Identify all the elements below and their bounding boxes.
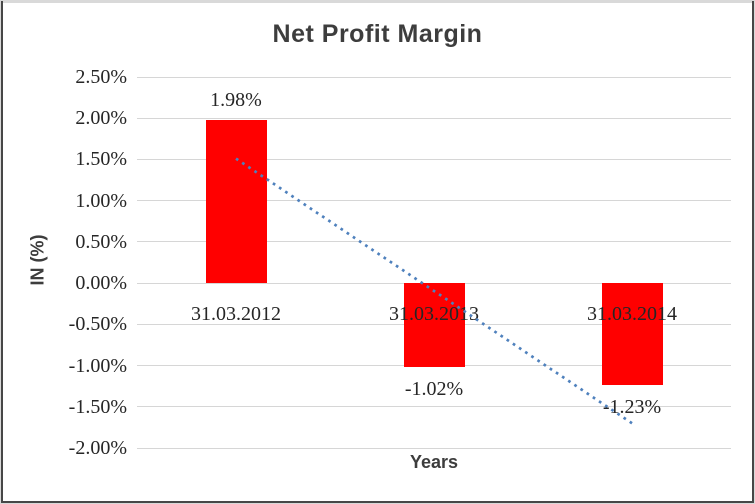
gridline (137, 200, 731, 202)
data-label: -1.23% (602, 395, 662, 418)
gridline (137, 406, 731, 408)
gridline (137, 117, 731, 119)
gridline (137, 158, 731, 160)
category-label: 31.03.2012 (191, 303, 281, 326)
y-tick-label: 1.00% (75, 189, 127, 212)
y-tick-label: -2.00% (68, 437, 127, 459)
y-tick-label: 1.50% (75, 148, 127, 171)
chart-title: Net Profit Margin (272, 20, 483, 48)
gridline (137, 241, 731, 243)
y-tick-label: 2.50% (75, 66, 127, 88)
frame-top-strip (0, 0, 755, 3)
bar (403, 283, 465, 368)
y-tick-label: 2.00% (75, 107, 127, 130)
category-label: 31.03.2014 (587, 303, 677, 326)
data-label: 1.98% (210, 88, 262, 111)
data-label: -1.02% (404, 378, 464, 401)
gridline (137, 447, 731, 449)
bar (601, 283, 663, 385)
gridline (137, 76, 731, 78)
y-tick-label: -0.50% (68, 313, 127, 336)
x-axis-title: Years (409, 452, 459, 472)
trendline (235, 157, 633, 425)
y-tick-label: 0.50% (75, 230, 127, 253)
plot-area: 31.03.2012 31.03.2013 31.03.2014 1.98% -1.02… (137, 76, 731, 449)
bar (205, 119, 267, 284)
category-label: 31.03.2013 (389, 303, 479, 326)
y-tick-label: 0.00% (75, 272, 127, 295)
y-tick-label: -1.00% (68, 354, 127, 377)
y-tick-label: -1.50% (68, 395, 127, 418)
